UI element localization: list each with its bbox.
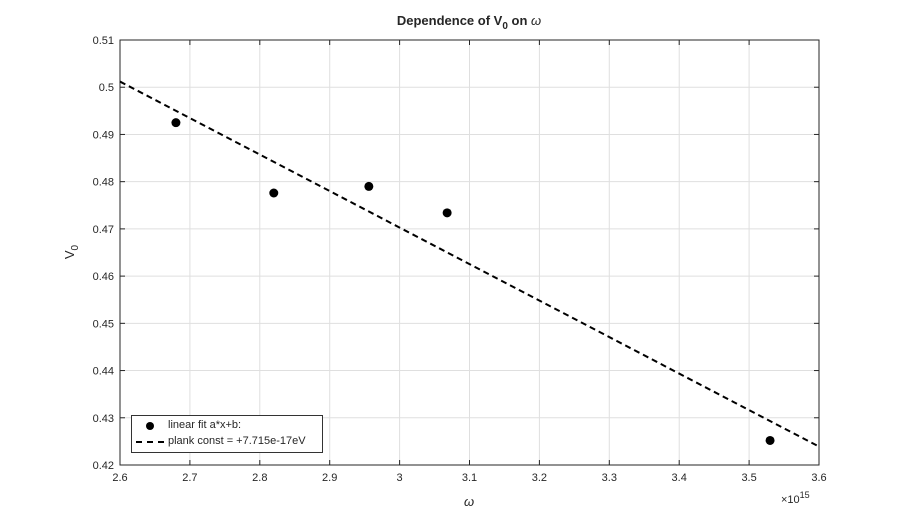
x-tick-label: 3.1 xyxy=(462,472,477,484)
legend: linear fit a*x+b: plank const = +7.715e-… xyxy=(131,415,323,453)
legend-marker-dashed-line xyxy=(136,441,164,443)
tick-marks xyxy=(119,39,820,466)
x-axis-exponent: ×1015 xyxy=(781,490,810,506)
x-tick-label: 3.2 xyxy=(532,472,547,484)
chart-title-tail: on xyxy=(508,13,531,28)
x-axis-exponent-power: 15 xyxy=(800,490,810,500)
x-tick-labels: 2.6 2.7 2.8 2.9 3 3.1 3.2 3.3 3.4 3.5 3.6 xyxy=(112,472,826,484)
legend-label-fit-line: plank const = +7.715e-17eV xyxy=(168,435,306,447)
chart-title-subscript: 0 xyxy=(502,21,508,32)
y-tick-label: 0.48 xyxy=(93,177,114,189)
legend-marker-dot xyxy=(146,422,154,430)
x-axis-exponent-base: ×10 xyxy=(781,494,800,506)
chart-title-main: Dependence of V xyxy=(397,13,503,28)
fit-line xyxy=(119,80,820,448)
y-tick-labels: 0.42 0.43 0.44 0.45 0.46 0.47 0.48 0.49 0.5 0.51 xyxy=(93,35,114,472)
x-axis-label: ω xyxy=(464,494,474,509)
y-tick-label: 0.5 xyxy=(99,82,114,94)
data-point xyxy=(442,208,452,218)
x-tick-label: 2.6 xyxy=(112,472,127,484)
chart-title: Dependence of V0 on ω xyxy=(397,13,541,32)
data-point xyxy=(364,181,374,191)
y-axis-label-main: V xyxy=(62,250,77,259)
x-tick-label: 3 xyxy=(397,472,403,484)
data-point xyxy=(171,118,181,128)
y-tick-label: 0.51 xyxy=(93,35,114,47)
x-tick-label: 3.6 xyxy=(811,472,826,484)
y-tick-label: 0.42 xyxy=(93,460,114,472)
legend-entry-fit-line: plank const = +7.715e-17eV xyxy=(132,434,322,450)
x-tick-label: 2.9 xyxy=(322,472,337,484)
y-tick-label: 0.43 xyxy=(93,413,114,425)
chart-title-symbol: ω xyxy=(531,13,541,28)
legend-label-points: linear fit a*x+b: xyxy=(168,419,242,431)
y-axis-label-subscript: 0 xyxy=(70,244,81,250)
series-layer xyxy=(119,80,820,448)
grid-lines xyxy=(120,40,819,465)
x-tick-label: 2.8 xyxy=(252,472,267,484)
x-tick-label: 2.7 xyxy=(182,472,197,484)
y-tick-label: 0.49 xyxy=(93,129,114,141)
legend-entry-points: linear fit a*x+b: xyxy=(132,418,322,434)
y-tick-label: 0.46 xyxy=(93,271,114,283)
y-tick-label: 0.45 xyxy=(93,318,114,330)
x-tick-label: 3.3 xyxy=(602,472,617,484)
x-tick-label: 3.5 xyxy=(741,472,756,484)
data-point xyxy=(269,188,279,198)
data-point xyxy=(765,435,775,445)
y-tick-label: 0.47 xyxy=(93,224,114,236)
x-tick-label: 3.4 xyxy=(672,472,687,484)
y-tick-label: 0.44 xyxy=(93,366,114,378)
y-axis-label: V0 xyxy=(62,244,81,259)
